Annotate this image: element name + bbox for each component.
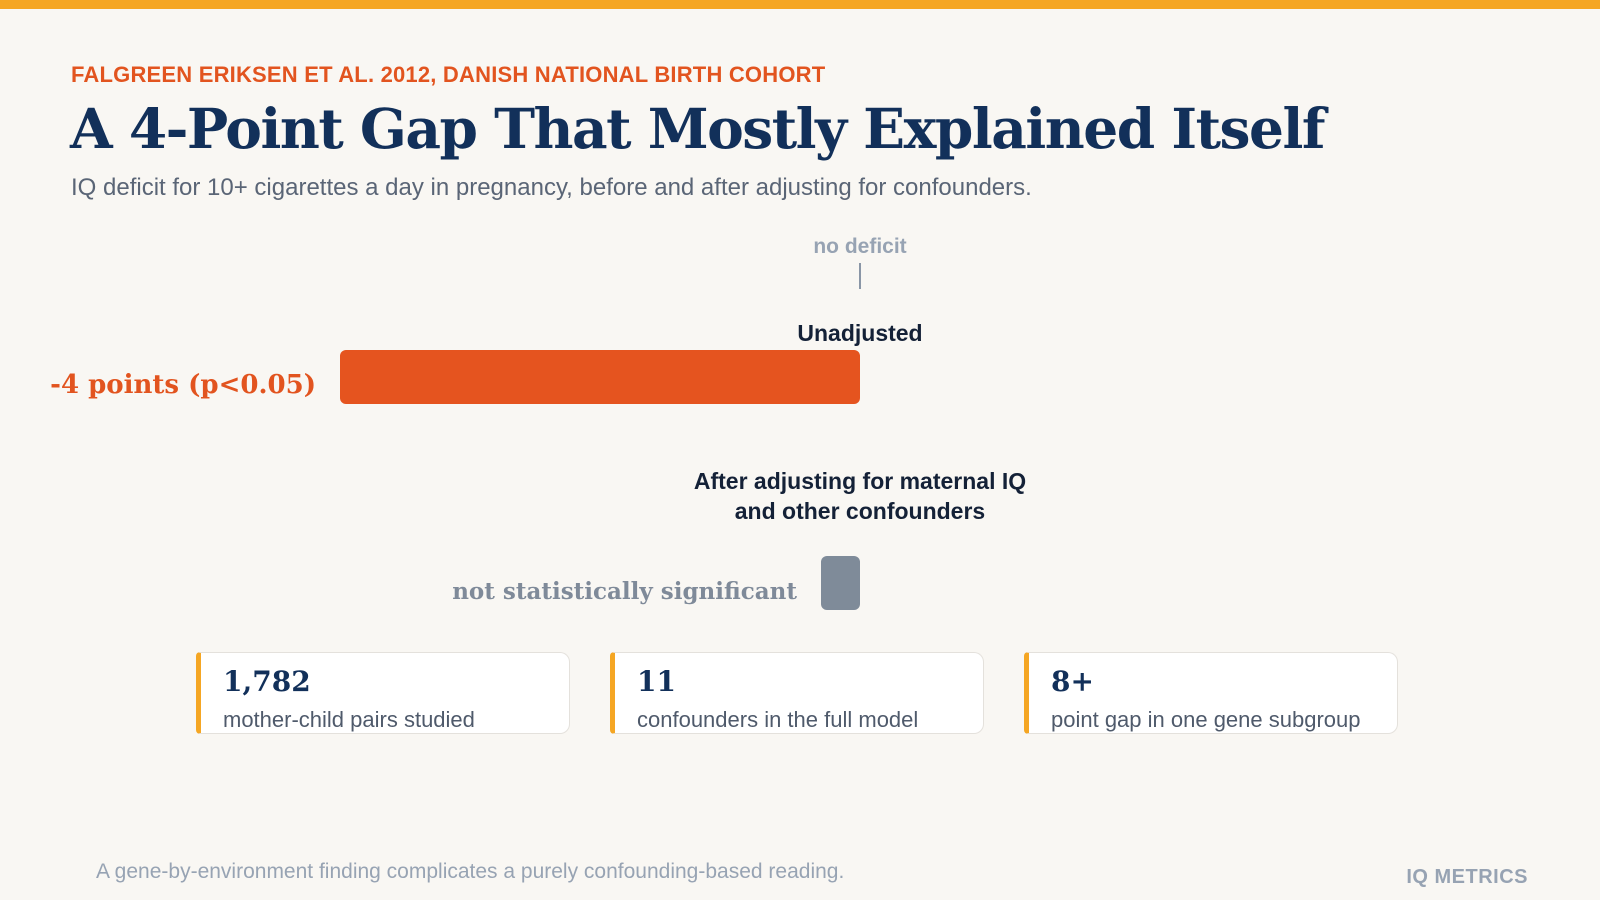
stat-value: 8+	[1051, 665, 1094, 698]
stat-card-pairs: 1,782 mother-child pairs studied	[196, 652, 570, 734]
bar-unadjusted	[340, 350, 860, 404]
page-title: A 4-Point Gap That Mostly Explained Itse…	[70, 96, 1326, 161]
zero-line-tick	[859, 263, 861, 289]
category-label: Unadjusted	[797, 320, 923, 346]
source-eyebrow: FALGREEN ERIKSEN ET AL. 2012, DANISH NAT…	[71, 62, 826, 87]
top-accent-bar	[0, 0, 1600, 9]
category-label: After adjusting for maternal IQ and other…	[693, 468, 1027, 524]
stat-value: 1,782	[223, 665, 311, 698]
page-subtitle: IQ deficit for 10+ cigarettes a day in p…	[71, 174, 1032, 201]
stat-card-gene-subgroup: 8+ point gap in one gene subgroup	[1024, 652, 1398, 734]
stat-label: confounders in the full model	[637, 707, 919, 732]
bar-adjusted	[821, 556, 860, 610]
stat-value: 11	[637, 665, 676, 698]
stat-label: mother-child pairs studied	[223, 707, 475, 732]
zero-line-label: no deficit	[813, 235, 907, 258]
footnote: A gene-by-environment finding complicate…	[96, 860, 845, 883]
data-label: -4 points (p<0.05)	[50, 370, 316, 401]
brand-logo-text: IQ METRICS	[1406, 866, 1528, 888]
stat-card-confounders: 11 confounders in the full model	[610, 652, 984, 734]
data-label: not statistically significant	[452, 578, 797, 606]
stat-label: point gap in one gene subgroup	[1051, 707, 1361, 732]
